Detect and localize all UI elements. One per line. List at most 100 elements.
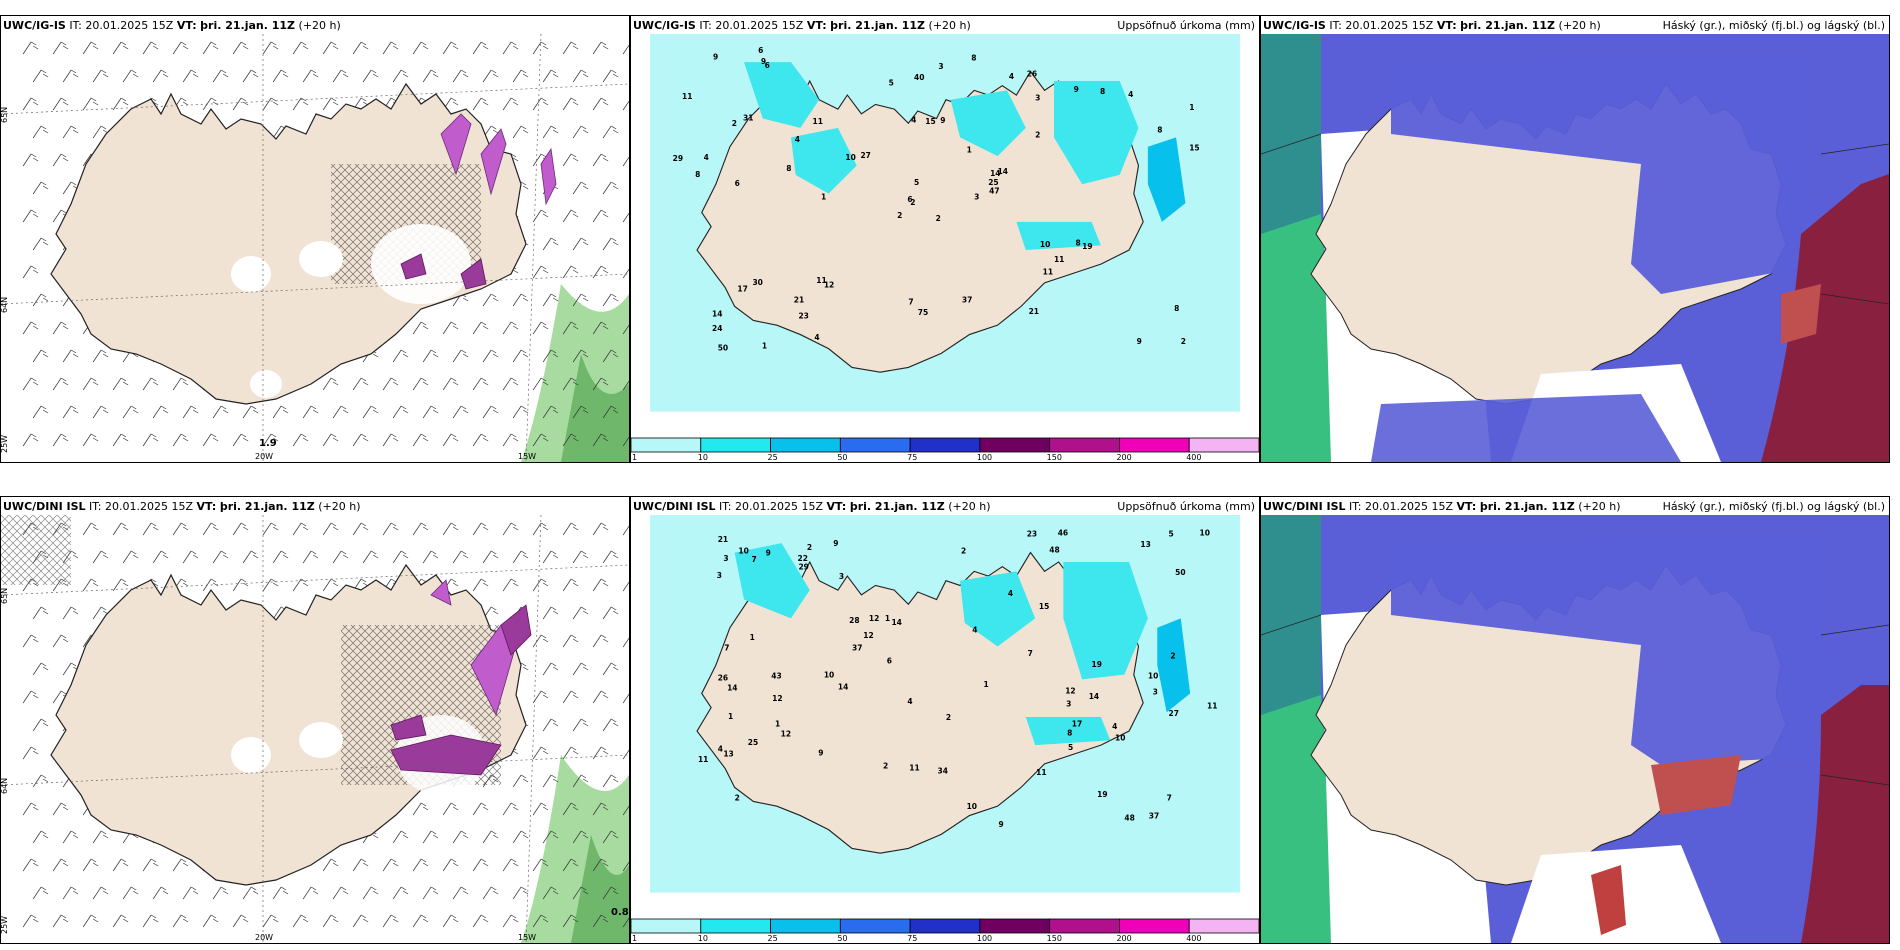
wind-barb [472, 377, 489, 391]
wind-barb [562, 321, 579, 335]
precip-value: 21 [794, 296, 804, 305]
wind-barb [382, 914, 399, 928]
wind-barb [332, 405, 349, 419]
wind-barb [412, 321, 429, 335]
precip-value: 19 [1097, 790, 1107, 799]
colorbar-swatch [770, 918, 841, 934]
precip-value: 12 [772, 694, 782, 703]
wind-barb [482, 830, 499, 844]
wind-barb [362, 550, 379, 564]
wind-barb [592, 97, 609, 111]
wind-barb [602, 550, 619, 564]
wind-barb [62, 405, 79, 419]
wind-barb [602, 237, 619, 251]
wind-barb [562, 377, 579, 391]
wind-barb [412, 914, 429, 928]
wind-barb [242, 405, 259, 419]
wind-barb [52, 41, 69, 55]
precip-value: 2 [883, 762, 888, 771]
precip-value: 4 [1008, 589, 1013, 598]
precip-value: 6 [887, 656, 892, 665]
precip-value: 11 [909, 763, 919, 772]
precip-value: 21 [1029, 307, 1039, 316]
wind-barb [482, 886, 499, 900]
precip-value: 25 [748, 738, 758, 747]
precip-value: 11 [1043, 267, 1053, 276]
precip-value: 14 [891, 618, 901, 627]
wind-barb [572, 405, 589, 419]
precip-value: 75 [918, 308, 928, 317]
wind-barb [22, 321, 39, 335]
wind-barb [82, 522, 99, 536]
wind-barb [482, 405, 499, 419]
wind-barb [382, 41, 399, 55]
wind-barb [82, 578, 99, 592]
wind-barb [622, 581, 629, 592]
wind-barb [62, 886, 79, 900]
wind-barb [152, 405, 169, 419]
wind-barb [542, 886, 559, 900]
wind-barb [412, 522, 429, 536]
lon-label: 25W [1, 916, 9, 934]
precip-value: 9 [940, 116, 945, 125]
precip-value: 43 [771, 671, 781, 680]
wind-barb [32, 718, 49, 732]
wind-barb [232, 914, 249, 928]
wind-barb [502, 433, 519, 447]
colorbar-tick: 25 [768, 934, 778, 943]
wind-barb [32, 125, 49, 139]
colorbar-tick: 400 [1186, 453, 1201, 462]
lead-time: (+20 h) [1558, 19, 1601, 32]
wind-barb [572, 886, 589, 900]
wind-barb [32, 181, 49, 195]
wind-barb [112, 914, 129, 928]
colorbar-swatch [631, 918, 702, 934]
colorbar-swatch [1049, 918, 1120, 934]
wind-barb [572, 349, 589, 363]
precip-value: 14 [1089, 692, 1099, 701]
wind-barb [212, 886, 229, 900]
valid-time: þri. 21.jan. 11Z [219, 500, 315, 513]
lon-label: 20W [255, 933, 273, 942]
precip-value: 2 [897, 211, 902, 220]
wind-barb [472, 433, 489, 447]
wind-barb [62, 830, 79, 844]
wind-barb [322, 914, 339, 928]
wind-barb [422, 886, 439, 900]
wind-barb [232, 522, 249, 536]
precip-value: 10 [1115, 733, 1125, 742]
wind-barb [572, 718, 589, 732]
wind-barb [122, 69, 139, 83]
wind-barb [22, 153, 39, 167]
colorbar-tick: 150 [1047, 453, 1062, 462]
wind-barb [532, 914, 549, 928]
wind-barb [32, 606, 49, 620]
wind-barb [422, 69, 439, 83]
wind-barb [452, 69, 469, 83]
wind-barb [182, 886, 199, 900]
wind-barb [502, 914, 519, 928]
wind-barb [92, 830, 109, 844]
precip-value: 19 [1082, 242, 1092, 251]
wind-barb [62, 606, 79, 620]
wind-barb [22, 265, 39, 279]
wind-barb [82, 377, 99, 391]
model-title: UWC/IG-IS [1263, 19, 1326, 32]
wind-barb [272, 405, 289, 419]
precip-value: 7 [1167, 794, 1172, 803]
lead-time: (+20 h) [1578, 500, 1621, 513]
wind-barb [622, 44, 629, 55]
wind-barb [542, 293, 559, 307]
precip-value: 5 [1068, 743, 1073, 752]
precip-value: 3 [1035, 94, 1040, 103]
precip-value: 3 [839, 572, 844, 581]
wind-barb [622, 380, 629, 391]
wind-barb [542, 550, 559, 564]
colorbar-swatch [979, 918, 1051, 934]
panel-wind-igis: UWC/IG-IS IT: 20.01.2025 15Z VT: þri. 21… [0, 15, 630, 463]
corner-value: 0.8 [611, 907, 629, 918]
wind-barb [562, 209, 579, 223]
wind-barb [352, 858, 369, 872]
colorbar-tick: 150 [1047, 934, 1062, 943]
wind-barb [472, 802, 489, 816]
